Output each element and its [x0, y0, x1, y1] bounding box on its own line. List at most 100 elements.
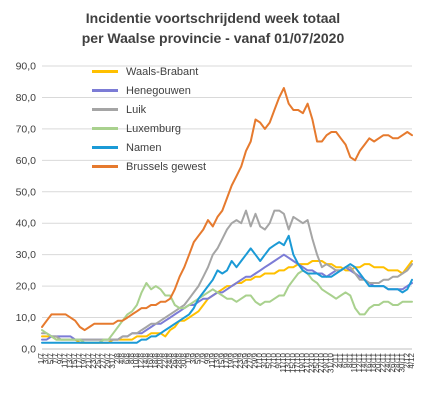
series-line — [41, 234, 413, 344]
x-tick-label: 11/9 — [208, 352, 217, 368]
x-tick-label: 7/9 — [198, 352, 207, 364]
x-tick-label: 29/10 — [322, 352, 331, 373]
x-tick-label: 15/10 — [288, 352, 297, 373]
legend-label: Namen — [126, 141, 162, 154]
y-tick-label: 90,0 — [16, 61, 37, 73]
x-tick-label: 10/11 — [350, 352, 359, 372]
legend-swatch — [92, 165, 118, 168]
x-tick-label: 21/10 — [303, 352, 312, 373]
x-tick-label: 4/12 — [407, 352, 416, 368]
x-tick-label: 14/11 — [360, 352, 369, 372]
x-tick-label: 24/8 — [165, 352, 174, 368]
x-tick-label: 13/7 — [65, 352, 74, 368]
x-tick-label: 23/9 — [236, 352, 245, 368]
x-tick-label: 23/7 — [89, 352, 98, 368]
x-tick-label: 22/11 — [379, 352, 388, 372]
y-tick-label: 50,0 — [16, 186, 37, 198]
x-tick-label: 9/9 — [203, 352, 212, 364]
legend-swatch — [92, 146, 118, 149]
x-tick-label: 25/7 — [94, 352, 103, 368]
x-tick-label: 29/7 — [103, 352, 112, 368]
x-tick-label: 17/7 — [75, 352, 84, 368]
x-tick-label: 13/10 — [284, 352, 293, 373]
y-tick-label: 10,0 — [16, 312, 37, 324]
x-tick-label: 1/7 — [37, 352, 46, 364]
x-tick-label: 20/11 — [374, 352, 383, 372]
y-tick-label: 0,0 — [21, 344, 36, 356]
x-tick-label: 8/11 — [345, 352, 354, 368]
x-tick-label: 24/11 — [383, 352, 392, 372]
x-tick-label: 29/9 — [250, 352, 259, 368]
legend-label: Luxemburg — [126, 122, 182, 135]
x-tick-label: 17/10 — [293, 352, 302, 373]
x-tick-label: 1/9 — [184, 352, 193, 364]
x-tick-label: 22/8 — [160, 352, 169, 368]
x-tick-label: 12/8 — [137, 352, 146, 368]
x-tick-label: 11/10 — [279, 352, 288, 372]
x-tick-label: 5/7 — [46, 352, 55, 364]
x-tick-label: 21/9 — [231, 352, 240, 368]
x-tick-label: 1/10 — [255, 352, 264, 368]
x-tick-label: 6/11 — [341, 352, 350, 368]
y-tick-label: 70,0 — [16, 123, 37, 135]
x-tick-label: 2/8 — [113, 352, 122, 364]
series-line — [41, 209, 413, 341]
legend-swatch — [92, 70, 118, 73]
x-tick-label: 23/10 — [307, 352, 316, 373]
x-tick-label: 12/11 — [355, 352, 364, 372]
x-tick-label: 27/10 — [317, 352, 326, 373]
x-tick-label: 31/10 — [326, 352, 335, 373]
legend-swatch — [92, 108, 118, 111]
y-tick-label: 60,0 — [16, 155, 37, 167]
legend-item: Namen — [92, 138, 206, 157]
series-line — [41, 87, 413, 332]
x-tick-label: 11/7 — [61, 352, 70, 368]
legend-label: Waals-Brabant — [126, 65, 199, 78]
x-tick-label: 5/9 — [194, 352, 203, 364]
x-tick-label: 6/8 — [122, 352, 131, 364]
legend-label: Brussels gewest — [126, 160, 207, 173]
x-tick-label: 19/7 — [80, 352, 89, 368]
x-tick-label: 16/11 — [364, 352, 373, 372]
x-tick-label: 31/7 — [108, 352, 117, 368]
legend-label: Henegouwen — [126, 84, 191, 97]
x-tick-label: 19/10 — [298, 352, 307, 373]
legend-label: Luik — [126, 103, 147, 116]
x-tick-label: 18/8 — [151, 352, 160, 368]
x-tick-label: 9/7 — [56, 352, 65, 364]
legend-swatch — [92, 127, 118, 130]
x-tick-label: 5/10 — [265, 352, 274, 368]
x-tick-label: 21/7 — [84, 352, 93, 368]
x-tick-label: 18/11 — [369, 352, 378, 372]
x-tick-label: 7/7 — [51, 352, 60, 364]
x-tick-label: 7/10 — [269, 352, 278, 368]
x-tick-label: 25/9 — [241, 352, 250, 368]
legend-item: Henegouwen — [92, 81, 206, 100]
x-tick-label: 4/11 — [336, 352, 345, 368]
x-tick-label: 25/10 — [312, 352, 321, 373]
x-tick-label: 27/9 — [246, 352, 255, 368]
chart-title-line-1: Incidentie voortschrijdend week totaal — [85, 10, 341, 26]
x-tick-label: 26/11 — [388, 352, 397, 372]
x-tick-label: 2/11 — [331, 352, 340, 368]
x-tick-label: 3/10 — [260, 352, 269, 368]
y-tick-label: 40,0 — [16, 218, 37, 230]
legend-item: Luik — [92, 100, 206, 119]
y-tick-label: 80,0 — [16, 92, 37, 104]
x-tick-label: 4/8 — [118, 352, 127, 364]
x-tick-label: 15/7 — [70, 352, 79, 368]
legend-item: Waals-Brabant — [92, 62, 206, 81]
y-tick-label: 30,0 — [16, 249, 37, 261]
x-tick-label: 10/8 — [132, 352, 141, 368]
x-tick-label: 13/9 — [213, 352, 222, 368]
x-tick-label: 3/9 — [189, 352, 198, 364]
chart-title-line-2: per Waalse provincie - vanaf 01/07/2020 — [81, 30, 345, 46]
x-tick-label: 19/9 — [227, 352, 236, 368]
legend-item: Luxemburg — [92, 119, 206, 138]
x-tick-label: 9/10 — [274, 352, 283, 368]
series-line — [41, 269, 413, 344]
x-tick-label: 16/8 — [146, 352, 155, 368]
x-tick-label: 8/8 — [127, 352, 136, 364]
x-tick-label: 2/12 — [402, 352, 411, 368]
